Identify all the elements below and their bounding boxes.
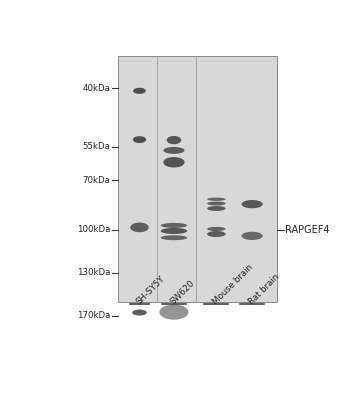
Ellipse shape [241, 200, 263, 208]
Ellipse shape [161, 228, 187, 234]
Ellipse shape [207, 227, 226, 231]
Ellipse shape [163, 147, 185, 154]
Ellipse shape [207, 206, 226, 211]
Text: Mouse brain: Mouse brain [211, 263, 255, 307]
Text: 70kDa: 70kDa [82, 176, 110, 185]
Ellipse shape [207, 202, 226, 206]
Text: 40kDa: 40kDa [82, 84, 110, 92]
Text: SW620: SW620 [169, 279, 197, 307]
Text: Rat brain: Rat brain [247, 273, 281, 307]
Ellipse shape [167, 136, 181, 144]
Ellipse shape [161, 223, 187, 228]
Ellipse shape [241, 232, 263, 240]
Ellipse shape [207, 198, 226, 201]
Ellipse shape [207, 231, 226, 237]
Text: 170kDa: 170kDa [77, 312, 110, 320]
Ellipse shape [159, 304, 188, 320]
Text: 100kDa: 100kDa [77, 225, 110, 234]
Ellipse shape [161, 235, 187, 240]
Text: 55kDa: 55kDa [82, 142, 110, 151]
Ellipse shape [163, 157, 185, 168]
Text: 130kDa: 130kDa [77, 268, 110, 277]
Ellipse shape [132, 310, 147, 316]
Ellipse shape [130, 222, 149, 232]
Ellipse shape [133, 88, 146, 94]
Text: SH-SY5Y: SH-SY5Y [134, 274, 167, 307]
FancyBboxPatch shape [118, 56, 277, 302]
Text: RAPGEF4: RAPGEF4 [285, 225, 330, 235]
Ellipse shape [133, 136, 146, 143]
